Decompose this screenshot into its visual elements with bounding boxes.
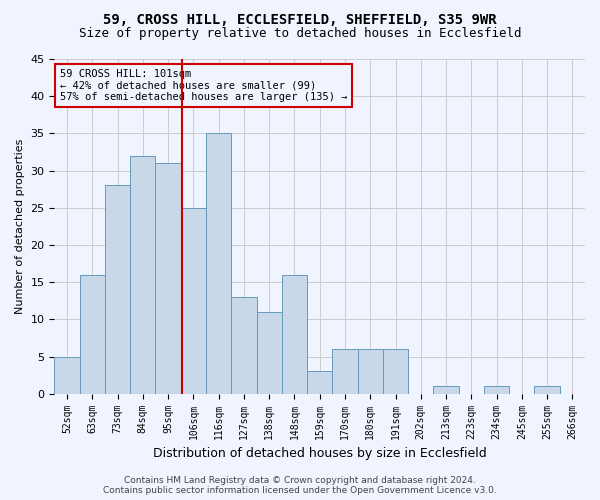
Bar [80, 274, 105, 394]
Bar [484, 386, 509, 394]
Bar [433, 386, 458, 394]
Bar [383, 349, 408, 394]
Bar [55, 356, 80, 394]
Bar [257, 312, 282, 394]
Bar [206, 134, 231, 394]
Bar [105, 186, 130, 394]
Bar [332, 349, 358, 394]
Text: Size of property relative to detached houses in Ecclesfield: Size of property relative to detached ho… [79, 28, 521, 40]
Bar [535, 386, 560, 394]
Text: Contains HM Land Registry data © Crown copyright and database right 2024.
Contai: Contains HM Land Registry data © Crown c… [103, 476, 497, 495]
Bar [181, 208, 206, 394]
Bar [155, 163, 181, 394]
Bar [282, 274, 307, 394]
X-axis label: Distribution of detached houses by size in Ecclesfield: Distribution of detached houses by size … [153, 447, 487, 460]
Bar [358, 349, 383, 394]
Y-axis label: Number of detached properties: Number of detached properties [15, 138, 25, 314]
Bar [307, 372, 332, 394]
Bar [130, 156, 155, 394]
Bar [231, 297, 257, 394]
Text: 59, CROSS HILL, ECCLESFIELD, SHEFFIELD, S35 9WR: 59, CROSS HILL, ECCLESFIELD, SHEFFIELD, … [103, 12, 497, 26]
Text: 59 CROSS HILL: 101sqm
← 42% of detached houses are smaller (99)
57% of semi-deta: 59 CROSS HILL: 101sqm ← 42% of detached … [60, 69, 347, 102]
